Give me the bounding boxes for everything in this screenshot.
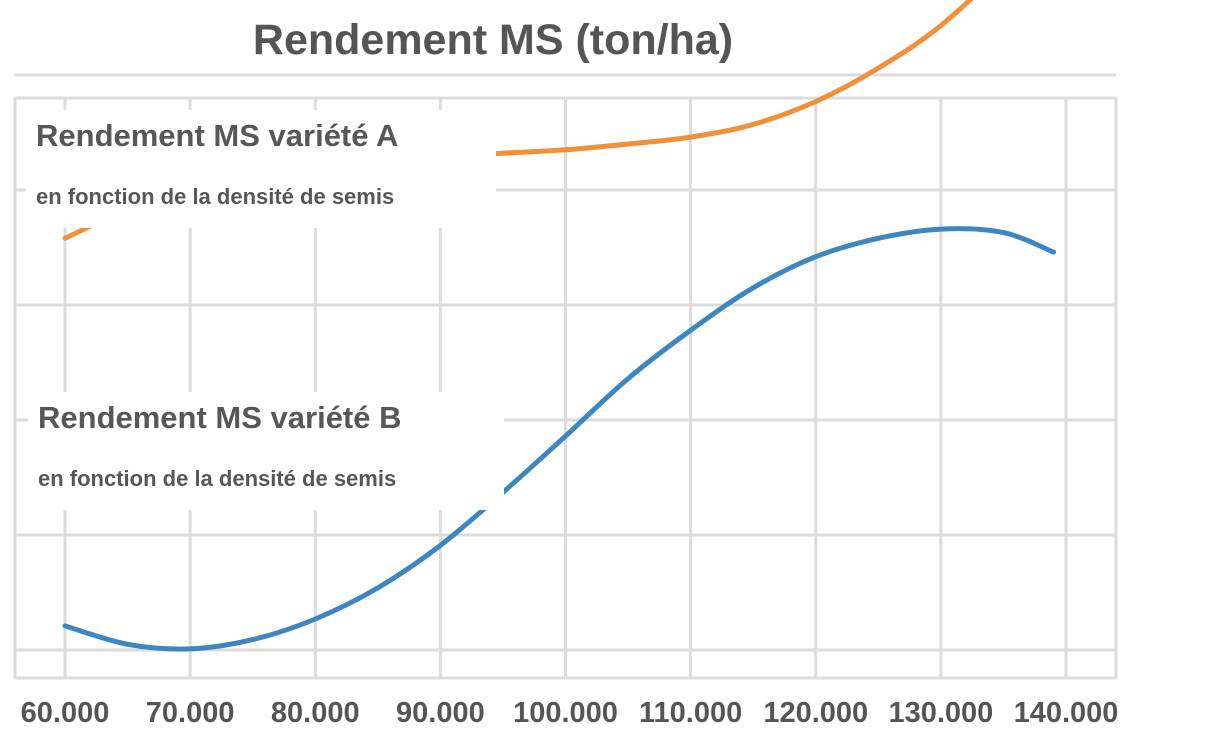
series-a-subtitle: en fonction de la densité de semis xyxy=(36,184,395,209)
x-tick-label: 110.000 xyxy=(639,697,742,729)
series-b-title: Rendement MS variété B xyxy=(38,400,402,435)
series-b-line xyxy=(62,226,1056,652)
x-tick-label: 60.000 xyxy=(21,697,110,729)
series-a-annotation: Rendement MS variété A en fonction de la… xyxy=(26,110,496,228)
x-tick-label: 120.000 xyxy=(763,697,868,729)
x-axis-tick-labels: 60.000 70.000 80.000 90.000 100.000 110.000 12… xyxy=(21,697,1119,729)
x-tick-label: 90.000 xyxy=(396,697,485,729)
x-tick-label: 100.000 xyxy=(513,697,618,729)
series-b-annotation: Rendement MS variété B en fonction de la… xyxy=(28,392,504,510)
x-tick-label: 130.000 xyxy=(888,697,993,729)
x-tick-label: 80.000 xyxy=(271,697,360,729)
series-b-subtitle: en fonction de la densité de semis xyxy=(38,466,397,491)
series-a-title: Rendement MS variété A xyxy=(36,118,399,153)
x-tick-label: 70.000 xyxy=(146,697,235,729)
x-tick-label: 140.000 xyxy=(1014,697,1119,729)
chart-title: Rendement MS (ton/ha) xyxy=(252,16,734,64)
